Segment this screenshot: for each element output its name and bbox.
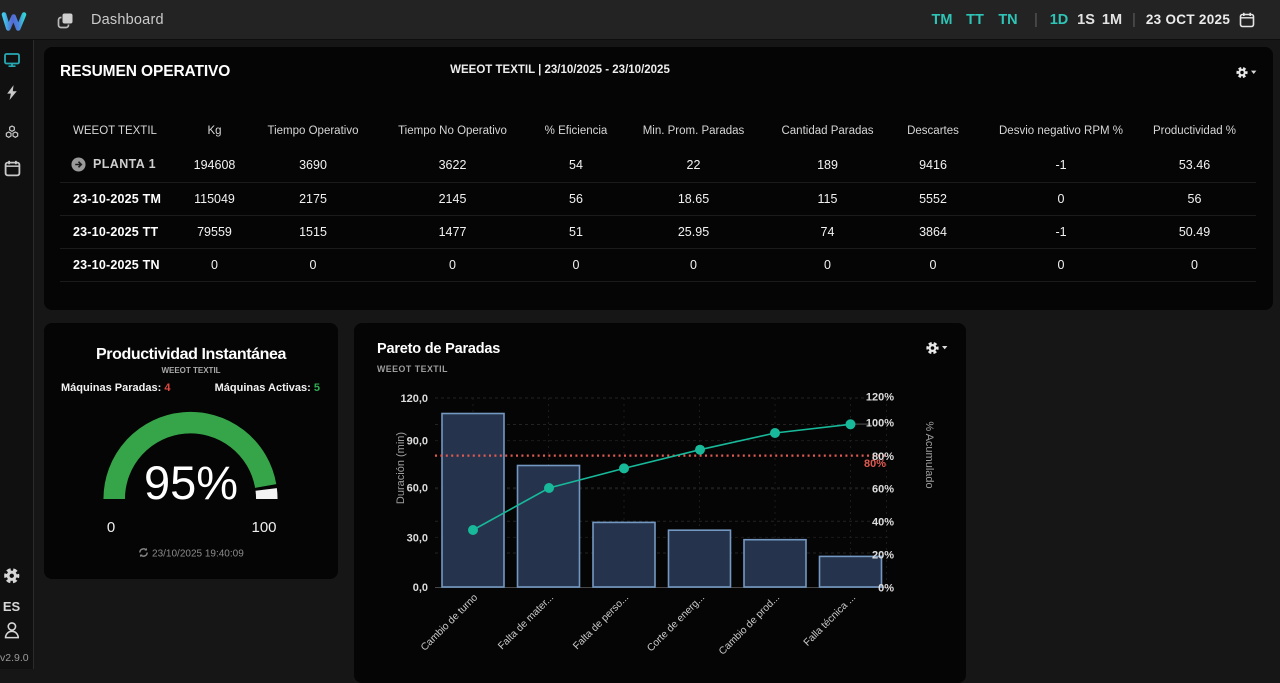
svg-text:Duración (min): Duración (min): [395, 432, 407, 504]
svg-text:90,0: 90,0: [407, 436, 428, 448]
svg-text:Falta de perso...: Falta de perso...: [571, 592, 631, 652]
svg-text:0,0: 0,0: [413, 582, 428, 594]
svg-text:60,0: 60,0: [407, 483, 428, 495]
svg-text:60%: 60%: [872, 484, 894, 496]
svg-text:40%: 40%: [872, 517, 894, 529]
svg-text:100%: 100%: [866, 418, 894, 430]
svg-text:Corte de energ...: Corte de energ...: [645, 592, 707, 654]
svg-text:Falta de mater...: Falta de mater...: [496, 592, 556, 652]
svg-text:0%: 0%: [878, 582, 894, 594]
svg-text:80%: 80%: [864, 458, 886, 470]
svg-text:80%: 80%: [872, 451, 894, 463]
svg-text:120%: 120%: [866, 391, 894, 403]
svg-text:Falla técnica ...: Falla técnica ...: [802, 592, 858, 648]
svg-text:Cambio de prod...: Cambio de prod...: [717, 592, 782, 657]
svg-text:Cambio de turno: Cambio de turno: [419, 592, 480, 653]
svg-text:20%: 20%: [872, 550, 894, 562]
svg-text:30,0: 30,0: [407, 532, 428, 544]
svg-text:% Acumulado: % Acumulado: [923, 421, 935, 488]
svg-text:120,0: 120,0: [400, 393, 428, 405]
